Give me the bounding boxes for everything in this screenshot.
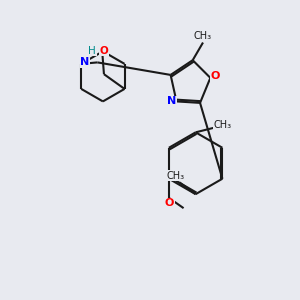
Text: N: N	[167, 96, 177, 106]
Text: O: O	[211, 71, 220, 81]
Text: CH₃: CH₃	[194, 31, 212, 41]
Text: N: N	[80, 57, 90, 68]
Text: O: O	[165, 198, 174, 208]
Text: CH₃: CH₃	[213, 120, 231, 130]
Text: O: O	[100, 46, 108, 56]
Text: H: H	[88, 46, 96, 56]
Text: CH₃: CH₃	[167, 171, 185, 181]
